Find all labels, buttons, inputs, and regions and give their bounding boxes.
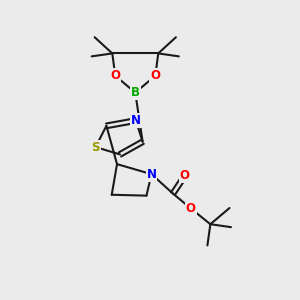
Text: O: O (110, 69, 120, 82)
Text: S: S (91, 141, 100, 154)
Text: N: N (131, 114, 141, 127)
Text: O: O (150, 69, 160, 82)
Text: N: N (146, 168, 157, 181)
Text: O: O (180, 169, 190, 182)
Text: O: O (186, 202, 196, 215)
Text: B: B (131, 86, 140, 99)
